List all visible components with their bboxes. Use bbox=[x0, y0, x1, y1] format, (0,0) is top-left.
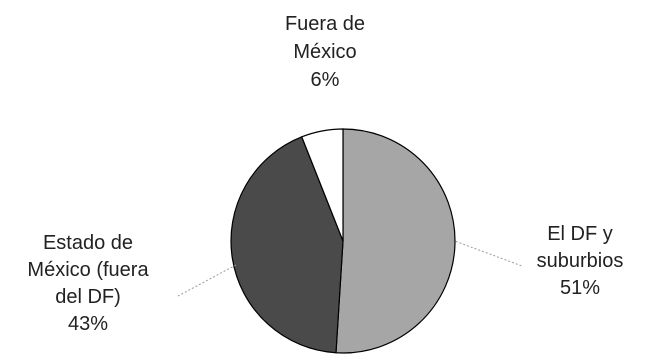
slice-label-line: El DF y bbox=[547, 223, 613, 245]
pie-slices bbox=[230, 128, 456, 354]
slice-label-line: Estado de bbox=[43, 232, 133, 254]
slice-label-line: Fuera de bbox=[285, 13, 365, 35]
slice-label-line: del DF) bbox=[55, 286, 121, 308]
slice-label-line: México bbox=[293, 41, 356, 63]
slice-label-edomex: Estado de México (fuera del DF) 43% bbox=[27, 232, 149, 335]
slice-label-line: suburbios bbox=[537, 250, 624, 272]
pie-slice-edomex bbox=[230, 136, 344, 354]
leader-line-edomex bbox=[177, 264, 237, 297]
slice-labels: El DF y suburbios 51% Estado de México (fuer… bbox=[27, 13, 623, 335]
slice-label-df: El DF y suburbios 51% bbox=[537, 223, 624, 299]
slice-percent-df: 51% bbox=[560, 277, 600, 299]
leader-line-df bbox=[451, 239, 523, 267]
pie-slice-fuera bbox=[300, 128, 344, 242]
slice-percent-edomex: 43% bbox=[68, 313, 108, 335]
leader-lines bbox=[177, 239, 523, 297]
pie-slice-df bbox=[335, 128, 456, 354]
slice-label-fuera: Fuera de México 6% bbox=[285, 13, 365, 91]
slice-label-line: México (fuera bbox=[27, 259, 149, 281]
slice-percent-fuera: 6% bbox=[311, 69, 340, 91]
